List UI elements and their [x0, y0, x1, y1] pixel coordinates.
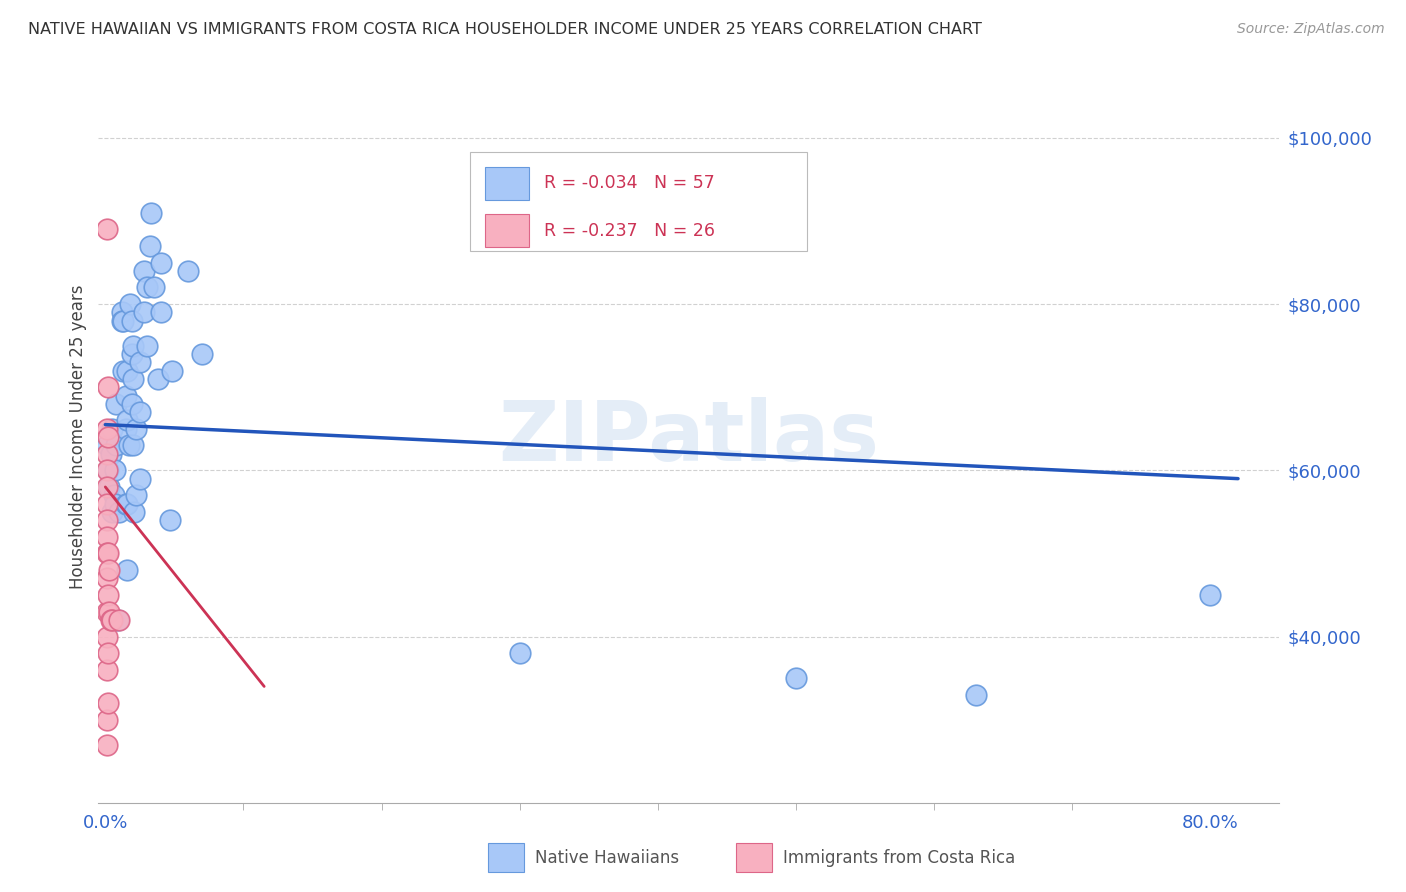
Point: [104, 463, 127, 477]
Point: [104, 497, 127, 511]
Point: [112, 314, 135, 328]
Point: [139, 205, 162, 219]
Point: [122, 438, 145, 452]
Point: [97, 546, 120, 560]
Point: [120, 297, 142, 311]
Point: [177, 264, 200, 278]
Point: [96, 546, 118, 560]
Text: R = -0.237   N = 26: R = -0.237 N = 26: [544, 222, 714, 240]
Point: [121, 397, 143, 411]
Point: [135, 339, 157, 353]
Point: [124, 505, 146, 519]
Point: [101, 422, 124, 436]
Point: [128, 405, 150, 419]
Point: [98, 480, 121, 494]
Point: [128, 355, 150, 369]
Point: [132, 264, 155, 278]
Point: [125, 488, 148, 502]
Point: [108, 613, 131, 627]
Point: [122, 339, 145, 353]
Point: [115, 497, 138, 511]
Point: [785, 671, 807, 685]
Point: [101, 505, 124, 519]
Point: [96, 438, 118, 452]
Bar: [737, 843, 772, 872]
Point: [101, 613, 124, 627]
Point: [117, 363, 139, 377]
Bar: [488, 843, 523, 872]
Point: [965, 688, 987, 702]
Point: [160, 363, 183, 377]
Point: [128, 472, 150, 486]
Point: [112, 363, 135, 377]
Point: [100, 613, 122, 627]
Point: [97, 588, 120, 602]
Point: [96, 713, 118, 727]
Point: [117, 497, 139, 511]
Point: [103, 488, 125, 502]
Point: [98, 605, 121, 619]
Point: [96, 463, 118, 477]
Point: [96, 571, 118, 585]
Text: Source: ZipAtlas.com: Source: ZipAtlas.com: [1237, 22, 1385, 37]
Point: [142, 280, 165, 294]
Point: [132, 305, 155, 319]
Point: [122, 372, 145, 386]
Point: [96, 513, 118, 527]
Text: ZIPatlas: ZIPatlas: [499, 397, 879, 477]
Point: [149, 255, 172, 269]
Point: [509, 646, 531, 660]
Bar: [485, 214, 530, 247]
Text: NATIVE HAWAIIAN VS IMMIGRANTS FROM COSTA RICA HOUSEHOLDER INCOME UNDER 25 YEARS : NATIVE HAWAIIAN VS IMMIGRANTS FROM COSTA…: [28, 22, 981, 37]
Point: [108, 505, 131, 519]
Point: [138, 239, 160, 253]
FancyBboxPatch shape: [471, 152, 807, 251]
Point: [115, 422, 138, 436]
Point: [191, 347, 214, 361]
Point: [96, 447, 118, 461]
Text: R = -0.034   N = 57: R = -0.034 N = 57: [544, 175, 714, 193]
Point: [117, 413, 139, 427]
Point: [121, 314, 143, 328]
Point: [111, 305, 134, 319]
Point: [97, 696, 120, 710]
Point: [118, 438, 141, 452]
Point: [135, 280, 157, 294]
Point: [159, 513, 181, 527]
Point: [107, 613, 129, 627]
Point: [97, 380, 120, 394]
Point: [117, 563, 139, 577]
Point: [125, 422, 148, 436]
Point: [96, 497, 118, 511]
Point: [105, 397, 128, 411]
Point: [98, 563, 121, 577]
Point: [97, 430, 120, 444]
Bar: [485, 167, 530, 200]
Point: [96, 530, 118, 544]
Point: [103, 613, 125, 627]
Point: [96, 738, 118, 752]
Point: [1199, 588, 1222, 602]
Y-axis label: Householder Income Under 25 years: Householder Income Under 25 years: [69, 285, 87, 590]
Point: [149, 305, 172, 319]
Text: Immigrants from Costa Rica: Immigrants from Costa Rica: [783, 848, 1015, 867]
Point: [96, 663, 118, 677]
Point: [115, 388, 138, 402]
Point: [96, 222, 118, 236]
Point: [121, 347, 143, 361]
Point: [105, 438, 128, 452]
Point: [146, 372, 169, 386]
Point: [96, 480, 118, 494]
Point: [97, 463, 120, 477]
Point: [96, 630, 118, 644]
Point: [97, 646, 120, 660]
Point: [96, 605, 118, 619]
Point: [100, 447, 122, 461]
Point: [96, 422, 118, 436]
Text: Native Hawaiians: Native Hawaiians: [536, 848, 679, 867]
Point: [111, 314, 134, 328]
